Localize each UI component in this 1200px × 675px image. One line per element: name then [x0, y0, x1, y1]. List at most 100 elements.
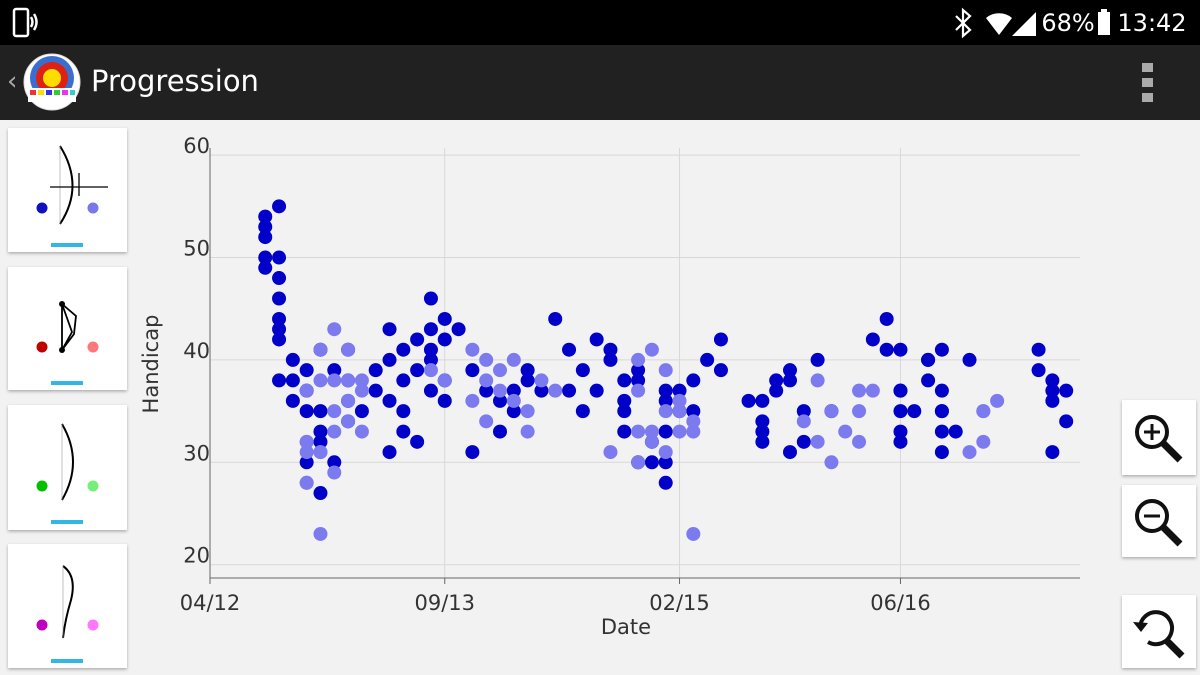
point: [796, 414, 811, 429]
point: [437, 332, 452, 347]
point: [631, 363, 646, 378]
point: [852, 434, 867, 449]
point: [672, 383, 687, 398]
status-bar: [0, 0, 1200, 45]
point: [1059, 414, 1074, 429]
point: [893, 434, 908, 449]
point: [465, 342, 480, 357]
point: [893, 383, 908, 398]
point: [658, 404, 673, 419]
point: [962, 445, 977, 460]
point: [741, 393, 756, 408]
point: [631, 373, 646, 388]
point: [810, 434, 825, 449]
point: [603, 342, 618, 357]
point: [824, 404, 839, 419]
point: [313, 434, 328, 449]
point: [631, 455, 646, 470]
bow-card[interactable]: [8, 128, 127, 252]
point: [658, 363, 673, 378]
point: [354, 373, 369, 388]
point: [437, 393, 452, 408]
point: [272, 291, 287, 306]
point: [327, 465, 342, 480]
point: [934, 383, 949, 398]
zoom-reset-button[interactable]: [1122, 595, 1196, 668]
point: [990, 393, 1005, 408]
point: [313, 373, 328, 388]
point: [313, 526, 328, 541]
point: [562, 383, 577, 398]
point: [769, 373, 784, 388]
point: [893, 342, 908, 357]
point: [520, 363, 535, 378]
point: [907, 404, 922, 419]
point: [713, 332, 728, 347]
point: [327, 424, 342, 439]
point: [493, 363, 507, 378]
point: [548, 311, 563, 326]
point: [658, 393, 673, 408]
point: [548, 383, 563, 398]
clock: 13:42: [1117, 9, 1186, 37]
point: [810, 352, 825, 367]
point: [299, 455, 314, 470]
point: [1045, 383, 1060, 398]
y-tick-label: 50: [183, 237, 210, 261]
point: [852, 383, 867, 398]
overflow-menu[interactable]: [1142, 63, 1153, 102]
app-title: Progression: [91, 64, 259, 98]
point: [1045, 445, 1060, 460]
point: [617, 404, 632, 419]
point: [382, 393, 397, 408]
point: [755, 414, 770, 429]
point: [299, 404, 314, 419]
point: [921, 352, 936, 367]
point: [934, 445, 949, 460]
point: [396, 342, 411, 357]
point: [396, 373, 411, 388]
point: [520, 424, 535, 439]
point: [506, 383, 521, 398]
point: [258, 260, 273, 275]
point: [755, 434, 770, 449]
point: [368, 363, 383, 378]
point: [658, 424, 673, 439]
point: [879, 311, 894, 326]
point: [285, 352, 300, 367]
point: [313, 342, 328, 357]
point: [258, 209, 273, 224]
back-arrow[interactable]: ‹: [7, 67, 17, 97]
point: [644, 434, 659, 449]
point: [410, 363, 425, 378]
point: [948, 424, 963, 439]
zoom-in-button[interactable]: [1122, 400, 1196, 475]
point: [493, 383, 507, 398]
point: [479, 352, 494, 367]
point: [272, 250, 287, 265]
bow-card[interactable]: [8, 267, 127, 390]
point: [658, 455, 673, 470]
point: [506, 393, 521, 408]
point: [1045, 393, 1060, 408]
point: [1031, 363, 1046, 378]
point: [686, 373, 701, 388]
point: [327, 455, 342, 470]
zoom-out-button[interactable]: [1122, 485, 1196, 557]
point: [534, 383, 549, 398]
point: [783, 445, 797, 460]
point: [672, 404, 687, 419]
point: [976, 404, 991, 419]
point: [423, 291, 438, 306]
x-tick-label: 06/16: [870, 591, 931, 615]
point: [631, 383, 646, 398]
bow-card[interactable]: [8, 544, 127, 668]
point: [783, 373, 797, 388]
point: [299, 445, 314, 460]
point: [617, 424, 632, 439]
app-logo[interactable]: [23, 53, 81, 111]
bow-card[interactable]: [8, 405, 127, 530]
point: [575, 404, 590, 419]
